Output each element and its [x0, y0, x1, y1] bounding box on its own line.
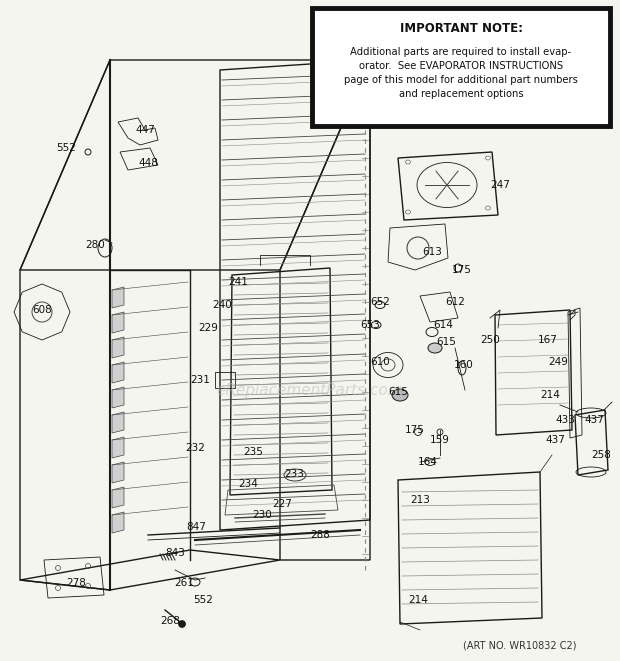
Text: 847: 847: [186, 522, 206, 532]
Polygon shape: [112, 287, 124, 308]
Text: 552: 552: [56, 143, 76, 153]
Text: 241: 241: [228, 277, 248, 287]
Text: 247: 247: [490, 180, 510, 190]
Text: 250: 250: [480, 335, 500, 345]
Text: 653: 653: [360, 320, 380, 330]
Polygon shape: [112, 437, 124, 458]
Text: 175: 175: [452, 265, 472, 275]
Text: 268: 268: [160, 616, 180, 626]
Ellipse shape: [392, 389, 408, 401]
Text: 232: 232: [185, 443, 205, 453]
Polygon shape: [112, 487, 124, 508]
Text: IMPORTANT NOTE:: IMPORTANT NOTE:: [399, 22, 523, 34]
Text: 612: 612: [445, 297, 465, 307]
Polygon shape: [112, 412, 124, 433]
Polygon shape: [112, 462, 124, 483]
Text: 214: 214: [408, 595, 428, 605]
Text: 288: 288: [310, 530, 330, 540]
Text: Additional parts are required to install evap-
orator.  See EVAPORATOR INSTRUCTI: Additional parts are required to install…: [344, 47, 578, 99]
Text: 261: 261: [174, 578, 194, 588]
Polygon shape: [112, 362, 124, 383]
Text: 608: 608: [32, 305, 52, 315]
Text: 230: 230: [252, 510, 272, 520]
Text: 614: 614: [433, 320, 453, 330]
Ellipse shape: [428, 343, 442, 353]
Text: 227: 227: [272, 499, 292, 509]
Polygon shape: [112, 387, 124, 408]
Text: 552: 552: [193, 595, 213, 605]
Text: 175: 175: [405, 425, 425, 435]
Text: 613: 613: [422, 247, 442, 257]
Text: 164: 164: [418, 457, 438, 467]
Text: 610: 610: [370, 357, 390, 367]
Text: 159: 159: [430, 435, 450, 445]
Text: 249: 249: [548, 357, 568, 367]
Text: 214: 214: [540, 390, 560, 400]
Text: 447: 447: [135, 125, 155, 135]
Text: 258: 258: [591, 450, 611, 460]
Text: 615: 615: [436, 337, 456, 347]
Text: 229: 229: [198, 323, 218, 333]
Text: 433: 433: [555, 415, 575, 425]
Bar: [215, 372, 235, 388]
Text: 231: 231: [190, 375, 210, 385]
Text: 652: 652: [370, 297, 390, 307]
Text: eReplacementParts.com: eReplacementParts.com: [216, 383, 404, 397]
Text: 843: 843: [165, 548, 185, 558]
Text: 160: 160: [454, 360, 474, 370]
Text: 437: 437: [545, 435, 565, 445]
Text: (ART NO. WR10832 C2): (ART NO. WR10832 C2): [463, 640, 577, 650]
Text: 280: 280: [85, 240, 105, 250]
Text: 437: 437: [584, 415, 604, 425]
Polygon shape: [112, 337, 124, 358]
Text: 213: 213: [410, 495, 430, 505]
Text: 278: 278: [66, 578, 86, 588]
Text: 615: 615: [388, 387, 408, 397]
Text: 235: 235: [243, 447, 263, 457]
Text: 167: 167: [538, 335, 558, 345]
Text: 233: 233: [284, 469, 304, 479]
Ellipse shape: [179, 621, 185, 627]
Text: 448: 448: [138, 158, 158, 168]
FancyBboxPatch shape: [312, 8, 610, 126]
Text: 240: 240: [212, 300, 232, 310]
Polygon shape: [112, 312, 124, 333]
Polygon shape: [112, 512, 124, 533]
Text: 234: 234: [238, 479, 258, 489]
